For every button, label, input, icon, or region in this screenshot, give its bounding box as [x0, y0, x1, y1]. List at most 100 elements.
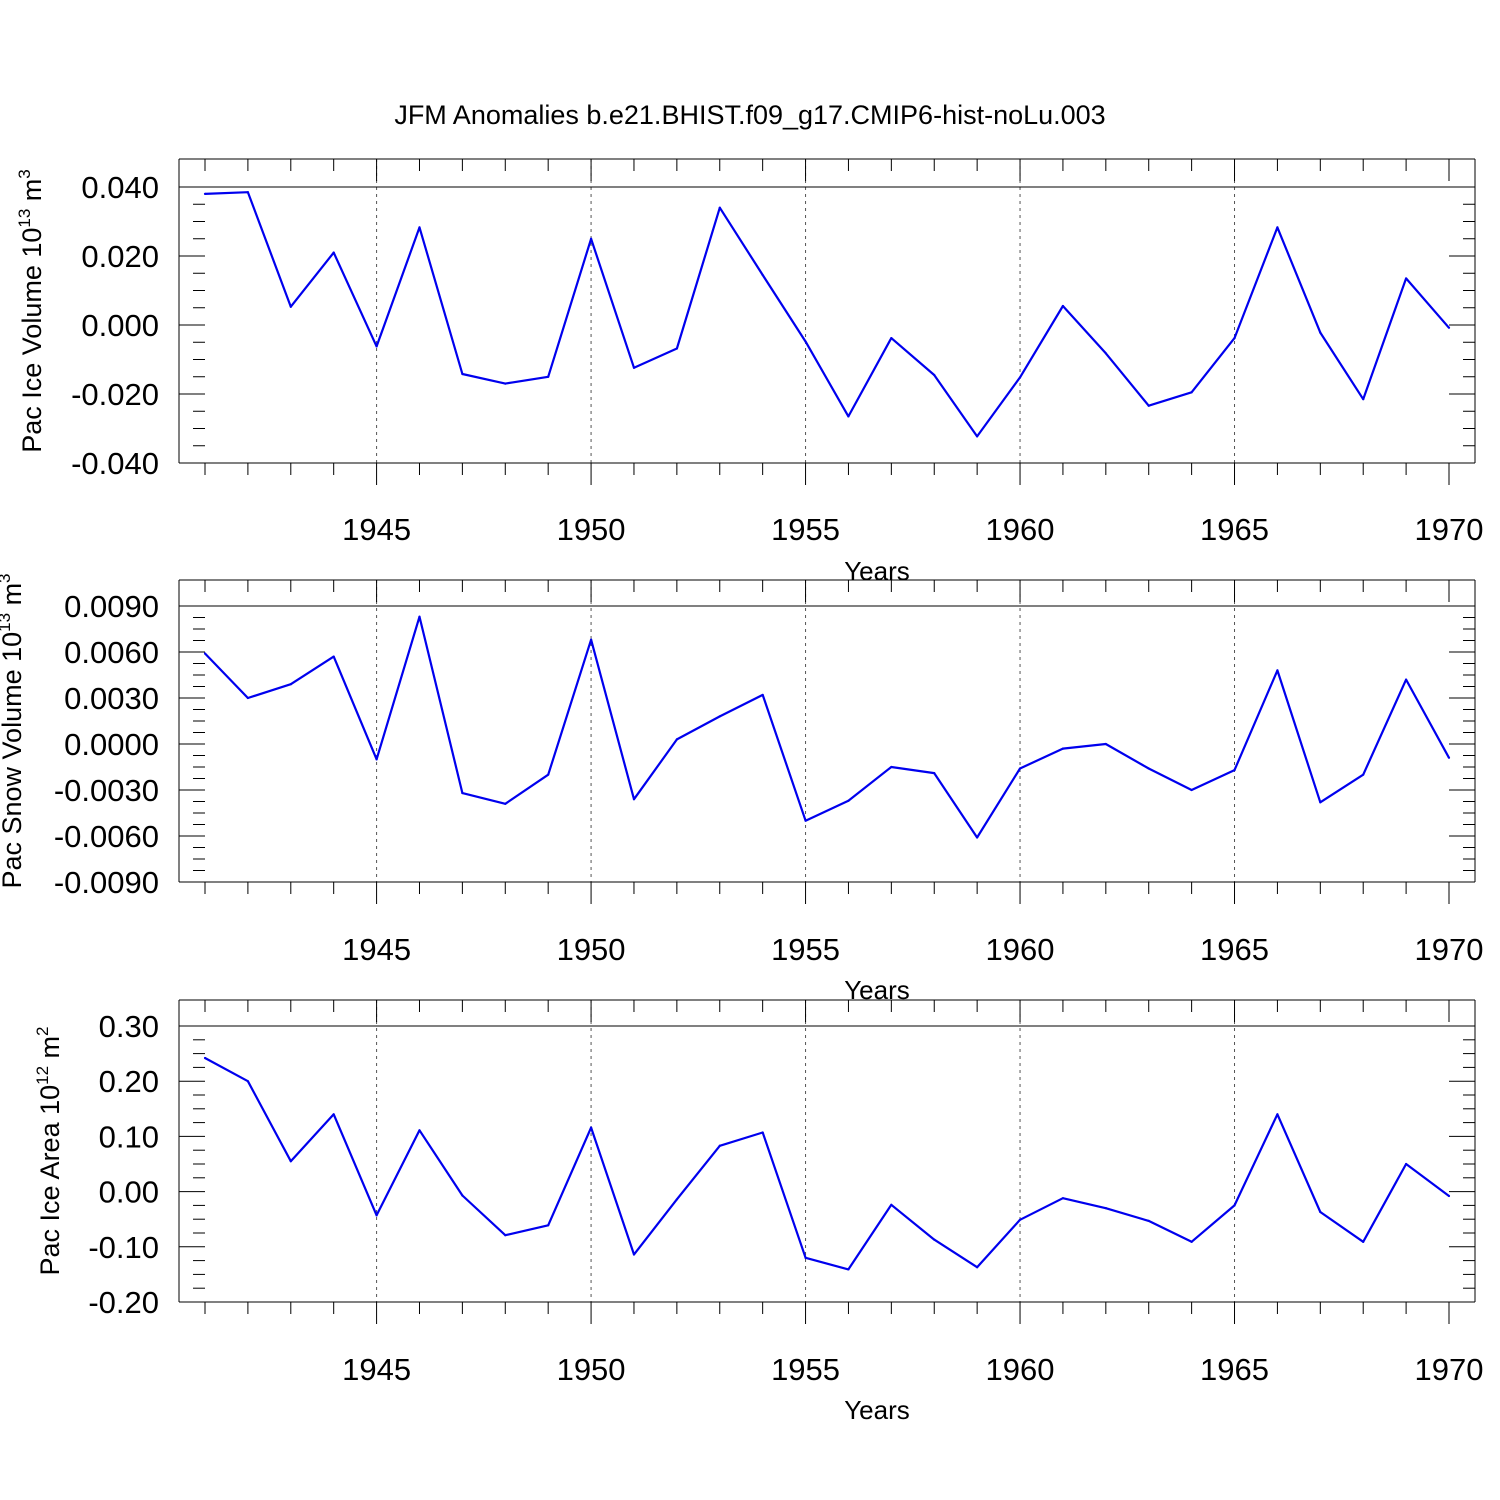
- data-point: [804, 340, 807, 343]
- x-tick-label: 1960: [986, 512, 1055, 547]
- panels: 1945 1950 1955 1960 1965 1970 -0.040 -0.020 0.00…: [0, 158, 1484, 1425]
- data-point: [675, 738, 678, 741]
- data-point: [1147, 1219, 1150, 1222]
- data-point: [804, 1256, 807, 1259]
- data-point: [675, 1198, 678, 1201]
- series-line: [204, 615, 1450, 839]
- data-point: [1190, 788, 1193, 792]
- data-point: [718, 1144, 721, 1147]
- data-point: [632, 798, 636, 801]
- data-point: [418, 615, 421, 618]
- data-point: [1447, 326, 1451, 329]
- y-axis-label: Pac Ice Volume 1013 m3: [15, 169, 47, 453]
- data-point: [1319, 331, 1322, 334]
- figure-title: JFM Anomalies b.e21.BHIST.f09_g17.CMIP6-…: [394, 100, 1105, 130]
- panel-3: 1945 1950 1955 1960 1965 1970 -0.20 -0.10 0.00 0.…: [33, 999, 1484, 1425]
- x-tick-label: 1970: [1415, 932, 1484, 967]
- x-axis-label: Years: [844, 1395, 910, 1425]
- data-point: [1362, 398, 1365, 401]
- data-point: [976, 435, 979, 438]
- data-point: [1147, 404, 1150, 407]
- data-point: [375, 1214, 378, 1217]
- y-axis-label: Pac Ice Area 1012 m2: [33, 1026, 65, 1275]
- data-point: [375, 758, 378, 761]
- data-point: [418, 226, 421, 229]
- data-point: [1276, 669, 1279, 672]
- data-point: [203, 192, 207, 195]
- x-tick-label: 1955: [771, 932, 840, 967]
- x-tick-label: 1960: [986, 1352, 1055, 1387]
- data-point: [1276, 226, 1279, 229]
- data-point: [847, 1268, 850, 1271]
- x-tick-label: 1945: [342, 1352, 411, 1387]
- data-point: [976, 1266, 979, 1269]
- data-point: [1018, 767, 1022, 770]
- data-point: [1233, 1204, 1236, 1207]
- y-axis-label: Pac Snow Volume 1013 m3: [0, 573, 27, 888]
- data-point: [504, 1234, 507, 1237]
- y-tick-label: -0.0090: [54, 865, 159, 900]
- data-point: [461, 372, 464, 376]
- y-tick-label: 0.0060: [64, 635, 159, 670]
- data-point: [375, 345, 378, 348]
- x-axis-label: Years: [844, 556, 910, 586]
- data-point: [504, 802, 507, 805]
- x-tick-label: 1970: [1415, 1352, 1484, 1387]
- data-point: [1405, 678, 1408, 681]
- data-point: [847, 799, 850, 802]
- y-tick-label: 0.000: [81, 308, 159, 343]
- data-point: [1061, 304, 1065, 308]
- data-point: [504, 382, 507, 385]
- data-point: [847, 415, 850, 418]
- y-tick-label: -0.040: [71, 446, 159, 481]
- x-tick-label: 1965: [1200, 512, 1269, 547]
- data-point: [933, 373, 936, 377]
- data-point: [1362, 773, 1365, 776]
- data-point: [332, 251, 335, 254]
- data-point: [1061, 747, 1065, 750]
- x-tick-label: 1970: [1415, 512, 1484, 547]
- data-point: [1319, 801, 1322, 804]
- y-tick-label: 0.0030: [64, 681, 159, 716]
- data-point: [589, 638, 593, 641]
- data-point: [890, 765, 893, 769]
- data-point: [1447, 756, 1451, 759]
- data-point: [461, 1194, 464, 1197]
- y-tick-label: 0.040: [81, 170, 159, 205]
- data-point: [1276, 1113, 1279, 1116]
- x-tick-label: 1945: [342, 512, 411, 547]
- data-point: [203, 1056, 207, 1060]
- data-point: [1147, 767, 1150, 770]
- data-point: [289, 305, 292, 308]
- series-line: [204, 1057, 1450, 1271]
- y-tick-label: 0.20: [99, 1064, 159, 1099]
- data-point: [289, 1160, 292, 1163]
- data-point: [761, 273, 764, 277]
- data-point: [547, 1224, 550, 1227]
- data-point: [1190, 391, 1193, 394]
- data-point: [1233, 337, 1236, 340]
- x-tick-label: 1965: [1200, 1352, 1269, 1387]
- y-tick-label: -0.020: [71, 377, 159, 412]
- data-point: [1061, 1197, 1065, 1200]
- data-point: [632, 1253, 636, 1256]
- data-point: [332, 655, 335, 658]
- data-point: [418, 1129, 421, 1132]
- data-point: [246, 191, 249, 194]
- x-tick-label: 1955: [771, 512, 840, 547]
- data-point: [589, 237, 593, 240]
- y-tick-label: 0.30: [99, 1009, 159, 1044]
- y-tick-label: 0.0000: [64, 727, 159, 762]
- data-point: [203, 652, 207, 655]
- data-point: [632, 366, 636, 369]
- data-point: [1447, 1194, 1451, 1198]
- data-point: [1233, 768, 1236, 772]
- y-tick-label: 0.10: [99, 1119, 159, 1154]
- data-point: [890, 337, 893, 340]
- x-tick-label: 1950: [557, 932, 626, 967]
- data-point: [1362, 1240, 1365, 1243]
- y-tick-label: -0.0030: [54, 773, 159, 808]
- panel-1: 1945 1950 1955 1960 1965 1970 -0.040 -0.020 0.00…: [15, 158, 1484, 586]
- x-tick-label: 1965: [1200, 932, 1269, 967]
